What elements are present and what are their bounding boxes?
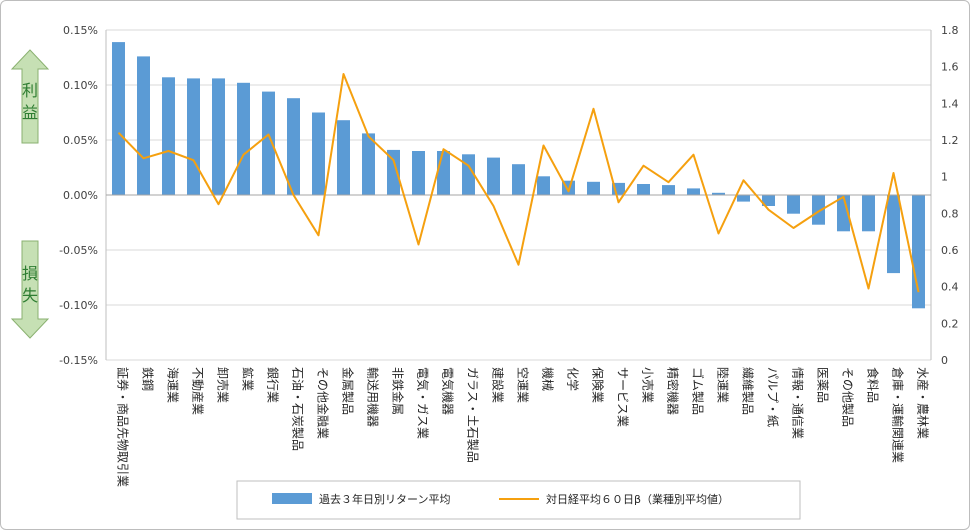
x-tick-label: 機械 — [541, 367, 556, 391]
bar — [337, 120, 350, 195]
x-tick-label: その他製品 — [841, 367, 855, 427]
x-tick-label: 水産・農林業 — [916, 367, 931, 439]
y-right-tick-label: 0.6 — [941, 244, 959, 257]
x-tick-label: 食料品 — [866, 367, 881, 403]
x-tick-label: 小売業 — [641, 367, 656, 403]
x-tick-label: 電気機器 — [441, 367, 456, 415]
bar — [837, 195, 850, 232]
x-tick-label: 証券・商品先物取引業 — [116, 367, 131, 487]
bar — [237, 82, 250, 195]
y-left-tick-label: 0.05% — [63, 134, 98, 147]
y-left-tick-label: 0.00% — [63, 189, 98, 202]
y-right-tick-label: 0.8 — [941, 207, 959, 220]
bar — [187, 78, 200, 195]
bar — [787, 195, 800, 214]
x-tick-label: 化学 — [566, 367, 581, 391]
bar — [137, 56, 150, 196]
bar — [437, 151, 450, 195]
y-left-tick-label: 0.10% — [63, 79, 98, 92]
legend-label-line: 対日経平均６０日β（業種別平均値） — [546, 492, 729, 506]
bar — [262, 91, 275, 195]
x-tick-label: その他金融業 — [316, 367, 331, 439]
bar — [162, 77, 175, 195]
y-right-tick-label: 1 — [941, 171, 948, 184]
y-left-tick-label: -0.15% — [59, 354, 98, 367]
y-right-tick-label: 0.4 — [941, 281, 959, 294]
x-tick-label: 電気・ガス業 — [416, 367, 431, 439]
bar — [887, 195, 900, 274]
x-tick-label: 空運業 — [516, 367, 530, 403]
x-tick-label: 不動産業 — [191, 367, 206, 415]
profit-label: 利 — [22, 81, 38, 100]
bar — [812, 195, 825, 225]
x-tick-label: 精密機器 — [666, 367, 681, 415]
y-right-tick-label: 0.2 — [941, 317, 959, 330]
x-tick-label: サービス業 — [616, 367, 630, 427]
x-tick-label: 医薬品 — [816, 367, 830, 403]
bar — [712, 192, 725, 195]
bar — [312, 112, 325, 195]
x-tick-label: 倉庫・運輸関連業 — [891, 367, 906, 463]
x-tick-label: 輸送用機器 — [366, 367, 381, 427]
bar — [362, 133, 375, 195]
bar — [412, 151, 425, 195]
x-tick-label: 陸運業 — [716, 367, 730, 403]
y-right-tick-label: 1.8 — [941, 24, 959, 37]
x-tick-label: 銀行業 — [266, 367, 280, 403]
bar — [537, 176, 550, 195]
bar — [487, 157, 500, 195]
x-tick-label: 卸売業 — [216, 367, 231, 403]
x-tick-label: 鉱業 — [241, 367, 256, 391]
bar — [662, 185, 675, 195]
line-series — [117, 73, 920, 293]
x-tick-label: ガラス・土石製品 — [466, 367, 480, 463]
x-tick-label: 金属製品 — [341, 367, 356, 415]
bar — [512, 164, 525, 195]
x-tick-label: 海運業 — [166, 367, 181, 403]
y-left-tick-label: 0.15% — [63, 24, 98, 37]
bar — [687, 188, 700, 195]
x-tick-label: 非鉄金属 — [391, 367, 406, 415]
x-tick-label: 保険業 — [591, 367, 605, 403]
bar — [587, 181, 600, 195]
y-right-tick-label: 1.2 — [941, 134, 959, 147]
legend-swatch-bar — [272, 493, 312, 504]
loss-label: 失 — [22, 286, 38, 305]
bar — [112, 42, 125, 195]
loss-arrow-icon — [10, 240, 50, 339]
legend-label-bar: 過去３年日別リターン平均 — [319, 492, 450, 506]
bar — [387, 149, 400, 195]
bar — [862, 195, 875, 232]
x-tick-label: 建設業 — [491, 367, 506, 403]
loss-label: 損 — [22, 264, 38, 283]
bar — [737, 195, 750, 202]
x-tick-label: 石油・石炭製品 — [291, 367, 305, 451]
x-tick-label: パルプ・紙 — [766, 367, 781, 427]
y-right-tick-label: 0 — [941, 354, 948, 367]
x-tick-label: ゴム製品 — [691, 367, 706, 415]
x-tick-label: 情報・通信業 — [791, 367, 805, 439]
profit-label: 益 — [22, 103, 38, 122]
profit-arrow-icon — [10, 49, 50, 144]
bar — [762, 195, 775, 206]
bar — [287, 98, 300, 195]
y-right-tick-label: 1.4 — [941, 97, 959, 110]
y-left-tick-label: -0.05% — [59, 244, 98, 257]
y-left-tick-label: -0.10% — [59, 299, 98, 312]
y-right-tick-label: 1.6 — [941, 61, 959, 74]
x-tick-label: 鉄鋼 — [141, 367, 156, 391]
x-tick-label: 繊維製品 — [741, 367, 755, 415]
bar — [212, 78, 225, 195]
bar — [637, 184, 650, 195]
